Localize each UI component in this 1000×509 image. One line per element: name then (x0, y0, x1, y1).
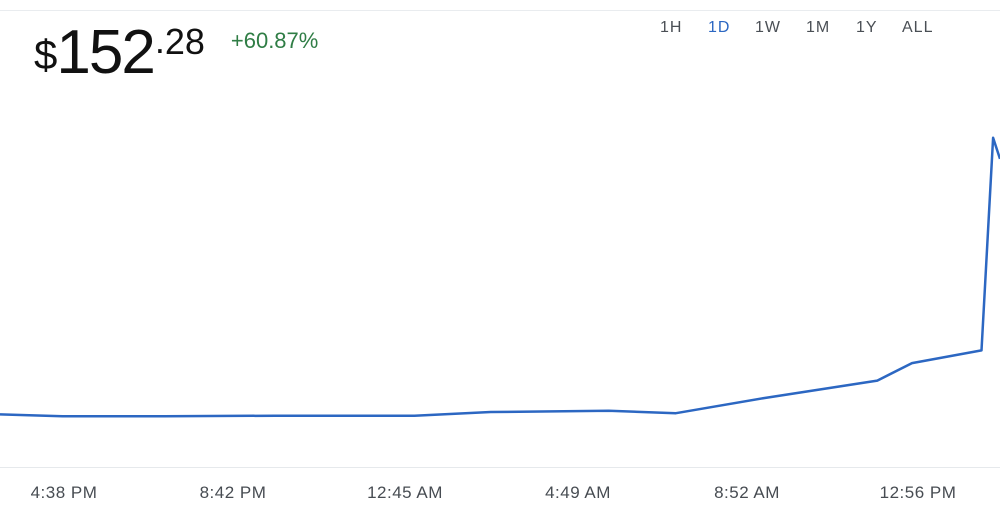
tab-1y[interactable]: 1Y (856, 19, 878, 36)
current-price: $ 152 . 28 (34, 22, 205, 84)
x-tick-label: 4:49 AM (545, 483, 611, 502)
x-tick-label: 8:42 PM (199, 483, 267, 502)
price-whole-part: 152 (56, 18, 155, 87)
tab-1d[interactable]: 1D (708, 19, 731, 36)
price-cents-part: 28 (164, 21, 205, 62)
price-header: $ 152 . 28 +60.87% (34, 22, 318, 84)
tab-1w[interactable]: 1W (755, 19, 781, 36)
percent-change: +60.87% (230, 28, 319, 53)
tab-1m[interactable]: 1M (806, 19, 831, 36)
price-series-line (0, 136, 1000, 418)
top-divider (0, 10, 1000, 11)
x-axis-line (0, 467, 1000, 468)
tab-1h[interactable]: 1H (660, 19, 683, 36)
x-tick-label: 8:52 AM (714, 483, 780, 502)
price-decimal-point: . (154, 20, 165, 61)
x-tick-label: 12:45 AM (367, 483, 443, 502)
x-tick-label: 12:56 PM (879, 483, 957, 502)
tab-all[interactable]: ALL (902, 19, 934, 36)
x-tick-label: 4:38 PM (30, 483, 98, 502)
price-currency-symbol: $ (34, 31, 57, 78)
time-range-tabs: 1H 1D 1W 1M 1Y ALL (660, 19, 942, 37)
